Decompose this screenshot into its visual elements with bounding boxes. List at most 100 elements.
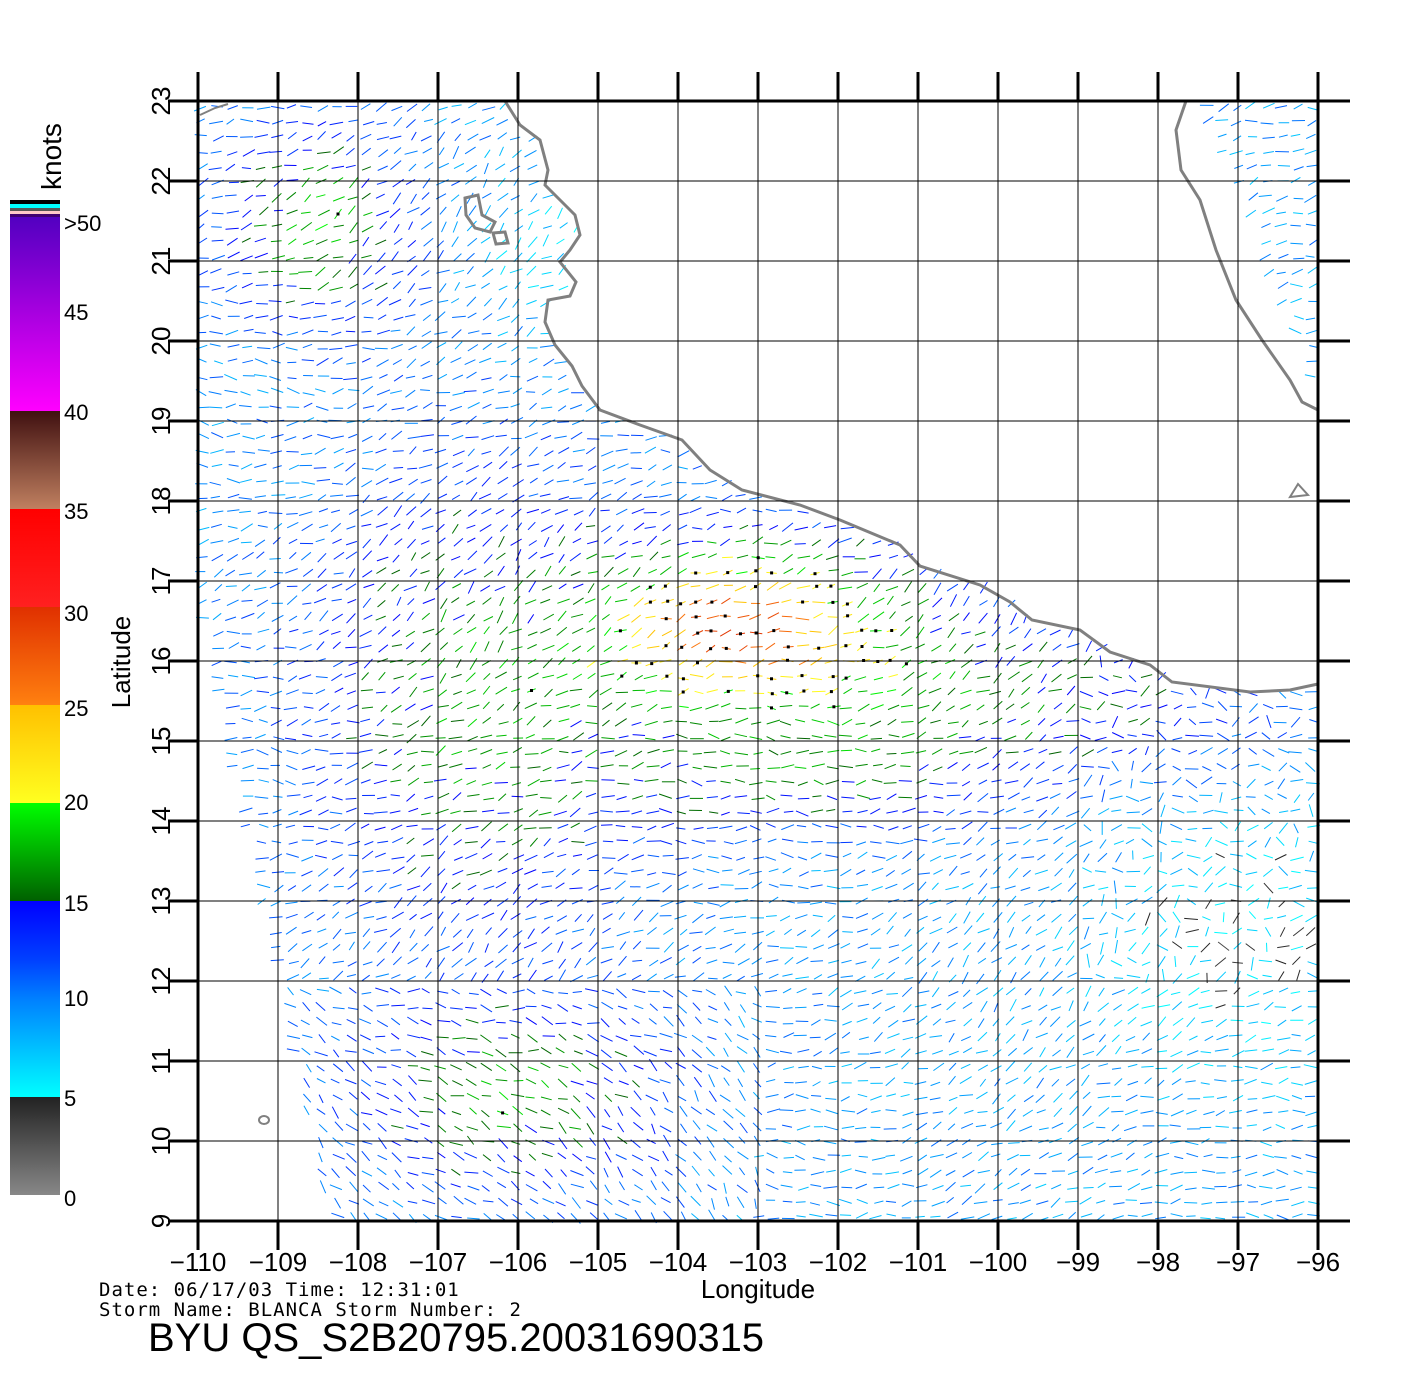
colorbar-tick-label: 40 [64, 400, 88, 425]
wind-vector [932, 916, 942, 922]
wind-vector [827, 928, 839, 938]
wind-vector [677, 778, 687, 784]
rain-flag-dot [832, 705, 836, 709]
wind-vector [527, 463, 540, 467]
wind-vector [782, 973, 793, 977]
wind-vector [1054, 867, 1063, 877]
wind-vector [963, 595, 970, 606]
wind-vector [226, 237, 238, 246]
wind-vector [1155, 748, 1165, 758]
wind-vector [1304, 1080, 1318, 1085]
wind-vector [542, 719, 552, 728]
wind-vector [255, 178, 266, 188]
wind-vector [557, 1212, 565, 1220]
wind-vector [452, 374, 464, 381]
wind-vector [690, 495, 701, 502]
wind-vector [1171, 884, 1185, 887]
wind-vector [363, 916, 375, 919]
wind-vector [898, 796, 913, 799]
wind-vector [510, 1198, 523, 1206]
wind-vector [411, 131, 417, 141]
wind-vector [826, 766, 839, 770]
wind-vector [722, 556, 733, 559]
wind-vector [421, 715, 431, 727]
wind-vector [287, 148, 299, 157]
wind-vector [1170, 1213, 1183, 1217]
wind-vector [377, 840, 389, 844]
wind-vector [1126, 704, 1138, 710]
wind-vector [1293, 1170, 1303, 1175]
wind-vector [1069, 746, 1078, 754]
wind-vector [585, 525, 596, 528]
wind-vector [1277, 793, 1287, 799]
wind-vector [855, 780, 867, 786]
wind-vector [453, 253, 462, 262]
wind-vector [1293, 212, 1304, 215]
wind-vector [1158, 897, 1168, 907]
wind-vector [494, 360, 507, 363]
wind-vector [348, 1091, 358, 1100]
wind-vector [466, 1126, 479, 1131]
wind-vector [331, 331, 342, 336]
wind-vector [287, 987, 294, 996]
wind-vector [753, 856, 765, 860]
wind-vector [346, 135, 355, 142]
wind-vector [1094, 870, 1107, 873]
wind-vector [964, 925, 973, 935]
wind-vector [932, 672, 942, 680]
wind-vector [451, 1168, 461, 1176]
wind-vector [318, 209, 330, 217]
wind-vector [482, 597, 492, 605]
wind-vector [1021, 1005, 1031, 1010]
wind-vector [918, 872, 930, 875]
wind-vector [1307, 1019, 1317, 1025]
wind-vector [603, 645, 613, 653]
wind-vector [767, 1217, 780, 1220]
wind-vector [557, 1107, 570, 1115]
wind-vector [571, 750, 583, 754]
wind-vector [556, 673, 568, 679]
wind-vector [464, 359, 476, 366]
wind-vector [992, 866, 1001, 875]
wind-vector [349, 239, 359, 244]
wind-vector [464, 841, 478, 844]
wind-vector [258, 812, 269, 815]
wind-vector [885, 1063, 899, 1068]
wind-vector [750, 721, 762, 725]
wind-vector [1035, 945, 1046, 951]
wind-vector [227, 525, 238, 529]
wind-vector [767, 767, 781, 769]
wind-vector [465, 852, 478, 860]
wind-vector [1263, 151, 1274, 154]
wind-vector [469, 657, 478, 671]
wind-vector [256, 840, 267, 844]
wind-vector [886, 689, 897, 692]
wind-vector [482, 342, 492, 351]
wind-vector [695, 1183, 702, 1193]
wind-vector [659, 956, 672, 964]
wind-vector [631, 810, 643, 815]
wind-vector [1037, 718, 1046, 726]
wind-vector [572, 991, 582, 993]
wind-vector [810, 1171, 825, 1176]
wind-vector [1005, 1061, 1016, 1072]
wind-vector [331, 583, 343, 589]
wind-vector [765, 1020, 777, 1023]
wind-vector [719, 825, 733, 829]
wind-vector [1128, 747, 1137, 755]
wind-vector [347, 196, 358, 201]
wind-vector [225, 163, 236, 172]
wind-vector [558, 388, 569, 394]
wind-vector [1186, 1109, 1197, 1115]
wind-vector [1291, 268, 1304, 275]
wind-vector [634, 674, 643, 681]
wind-vector [945, 659, 956, 665]
wind-vector [360, 133, 372, 140]
wind-vector [1096, 746, 1108, 754]
wind-vector [393, 467, 404, 469]
wind-vector [1245, 1034, 1257, 1043]
wind-vector [754, 1155, 764, 1158]
wind-vector [375, 900, 387, 904]
colorbar-cap [10, 214, 60, 217]
wind-vector [692, 753, 702, 755]
